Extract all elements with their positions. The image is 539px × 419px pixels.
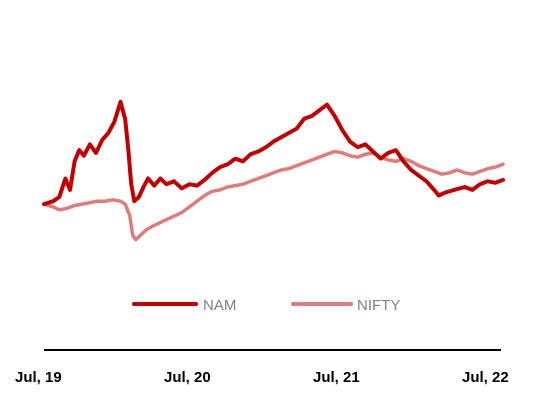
- series-line-nifty: [42, 149, 505, 242]
- x-axis-ticks: Jul, 19 Jul, 20 Jul, 21 Jul, 22: [15, 369, 509, 386]
- x-tick-label: Jul, 19: [15, 369, 62, 386]
- series-line-nam: [42, 99, 505, 207]
- legend-label-nifty: NIFTY: [357, 297, 400, 314]
- x-tick-label: Jul, 20: [164, 369, 211, 386]
- series-layer: [42, 99, 505, 242]
- legend-label-nam: NAM: [203, 297, 236, 314]
- legend: NAM NIFTY: [132, 297, 400, 314]
- x-tick-label: Jul, 22: [462, 369, 509, 386]
- x-tick-label: Jul, 21: [313, 369, 360, 386]
